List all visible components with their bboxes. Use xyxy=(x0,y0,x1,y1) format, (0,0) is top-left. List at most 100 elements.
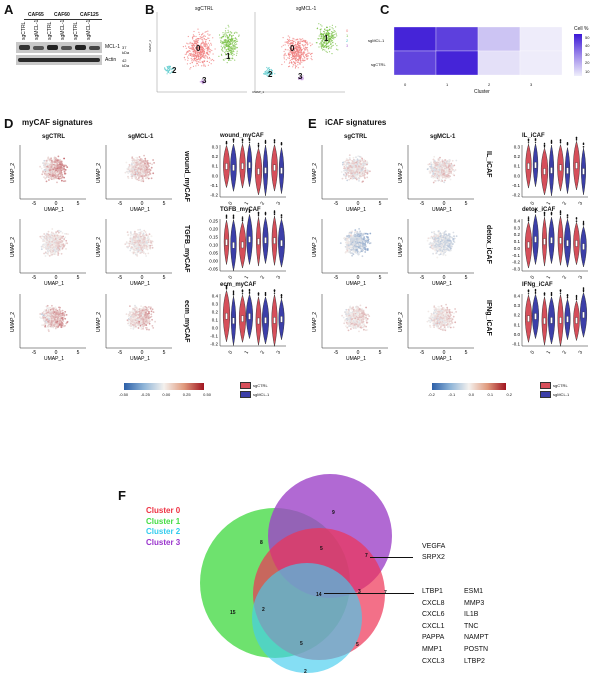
axis-tick: -0.05 xyxy=(208,267,219,272)
axis-tick: 0 xyxy=(443,201,446,207)
feature-umap: -5 0 5 UMAP_1 UMAP_2 xyxy=(96,145,172,213)
axis-tick: 5 xyxy=(77,201,80,207)
colorbar-tick: 20 xyxy=(585,60,590,66)
axis-label: UMAP_2 xyxy=(398,163,404,183)
cluster-label: 1 xyxy=(226,52,231,61)
axis-tick: 0 xyxy=(141,350,144,356)
outlier-point xyxy=(575,297,578,299)
violin-box xyxy=(273,317,276,324)
panel-label-c: C xyxy=(380,2,390,17)
outlier-point xyxy=(575,138,578,141)
heatmap-cell xyxy=(477,26,521,52)
outlier-point xyxy=(241,217,244,220)
colorbar-tick: 0.0 xyxy=(468,392,475,397)
violin-box xyxy=(582,168,585,175)
axis-tick: 2 xyxy=(562,275,569,281)
score-colorbar-ticks: -0.50 -0.25 0.00 0.25 0.50 xyxy=(119,392,211,397)
outlier-point xyxy=(527,140,530,142)
outlier-point xyxy=(543,292,546,294)
axis-tick: -0.1 xyxy=(210,334,218,339)
violin-box xyxy=(248,313,251,320)
outlier-point xyxy=(566,215,569,217)
violin-box xyxy=(534,236,537,243)
legend-entry: 3 xyxy=(346,43,349,48)
outlier-point xyxy=(241,293,244,295)
venn-count: 7 xyxy=(365,553,368,559)
violin-box xyxy=(241,162,244,170)
axis-label: UMAP_1 xyxy=(432,281,452,287)
violin-box xyxy=(232,164,235,171)
feature-umap: -5 0 5 UMAP_1 UMAP_2 xyxy=(398,219,474,287)
axis-label: UMAP_1 xyxy=(432,356,452,362)
venn-legend-entry: Cluster 0 xyxy=(146,506,181,515)
outlier-point xyxy=(248,209,251,211)
gene: CXCL8 xyxy=(422,599,445,607)
axis-label: UMAP_2 xyxy=(312,312,318,332)
axis-tick: -5 xyxy=(420,350,425,356)
axis-tick: 2 xyxy=(260,350,267,356)
colorbar-tick: 0.50 xyxy=(203,392,211,397)
score-colorbar xyxy=(432,383,506,390)
outlier-point xyxy=(232,140,235,142)
axis-tick: 5 xyxy=(77,350,80,356)
axis-tick: 0 xyxy=(55,201,58,207)
outlier-point xyxy=(543,215,546,217)
outlier-point xyxy=(575,136,578,139)
outlier-point xyxy=(566,295,569,297)
outlier-point xyxy=(566,297,569,299)
outlier-point xyxy=(232,141,235,143)
axis-tick: 0 xyxy=(357,201,360,207)
axis-tick: 0.1 xyxy=(212,318,219,323)
outlier-point xyxy=(527,293,530,295)
feature-points xyxy=(39,228,69,257)
cluster-label: 2 xyxy=(268,70,273,79)
axis-tick: 3 xyxy=(276,350,283,356)
outlier-point xyxy=(559,212,562,214)
axis-tick: 0.1 xyxy=(212,164,219,169)
feature-umap: -5 0 5 UMAP_1 UMAP_2 xyxy=(10,294,86,362)
outlier-point xyxy=(225,140,228,143)
colorbar-tick: -0.25 xyxy=(140,392,150,397)
colorbar-tick: -0.50 xyxy=(119,392,129,397)
axis-tick: -5 xyxy=(32,275,37,281)
colorbar-tick: 0.1 xyxy=(487,392,494,397)
venn-count: 5 xyxy=(300,641,303,647)
colorbar-tick: 50 xyxy=(585,35,590,40)
violin-box xyxy=(241,315,244,322)
violin-box xyxy=(534,313,537,320)
axis-tick: -5 xyxy=(420,275,425,281)
violin-box xyxy=(575,240,578,247)
venn-count: 2 xyxy=(262,607,265,613)
kda-label: 37 kDa xyxy=(122,45,130,55)
violin-box xyxy=(550,237,553,244)
callout-line xyxy=(324,593,414,594)
outlier-point xyxy=(225,217,228,219)
violin-plot: 0.3 0.2 0.1 0.0 -0.1 -0.2 0 1 2 3 xyxy=(210,138,286,206)
axis-tick: 0.1 xyxy=(514,322,521,327)
axis-tick: 0.25 xyxy=(209,219,218,224)
feature-points xyxy=(341,304,371,333)
axis-tick: 0 xyxy=(141,275,144,281)
outlier-point xyxy=(559,213,562,216)
axis-label: UMAP_2 xyxy=(96,237,102,257)
heatmap-cell xyxy=(519,26,563,52)
axis-tick: -5 xyxy=(334,201,339,207)
axis-tick: 0.2 xyxy=(212,154,219,159)
axis-tick: 5 xyxy=(379,201,382,207)
axis-tick: 0.00 xyxy=(209,259,218,264)
gene: PAPPA xyxy=(422,634,445,642)
axis-tick: 0 xyxy=(228,350,235,356)
outlier-point xyxy=(527,291,530,293)
icaf-signature-grid: -5 0 5 UMAP_1 UMAP_2 -5 0 5 UMAP_1 UMAP_2 IL_iCAF I… xyxy=(312,133,588,362)
axis-label: UMAP_2 xyxy=(398,237,404,257)
axis-tick: -5 xyxy=(334,350,339,356)
outlier-point xyxy=(534,211,537,213)
heatmap-cell xyxy=(393,26,437,52)
axis-label: UMAP_2 xyxy=(96,312,102,332)
gene: LTBP1 xyxy=(422,588,443,595)
column-title: sgMCL-1 xyxy=(128,134,154,140)
violin-legend: sgCTRL sgMCL-1 xyxy=(540,381,569,399)
axis-tick: 0.3 xyxy=(514,303,521,308)
venn-count: 5 xyxy=(320,546,323,552)
legend-entry: sgMCL-1 xyxy=(253,392,270,397)
